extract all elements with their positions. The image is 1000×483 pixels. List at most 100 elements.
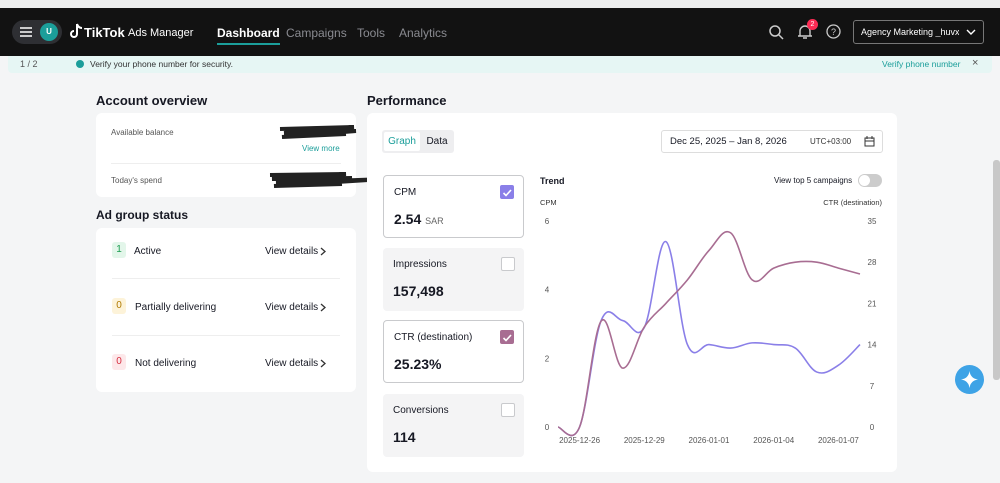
close-icon[interactable]: ×	[972, 57, 979, 69]
metric-unit: SAR	[425, 216, 444, 226]
notification-badge: 2	[807, 19, 818, 30]
metric-number: 2.54	[394, 211, 422, 227]
window-strip	[0, 0, 1000, 8]
product: Ads Manager	[128, 27, 194, 39]
top-bar: U TikTok Ads Manager Dashboard Campaigns…	[0, 8, 1000, 56]
metric-card[interactable]: Impressions 157,498	[383, 248, 524, 311]
assistant-button[interactable]	[955, 365, 984, 394]
notice-bar: 1 / 2 Verify your phone number for secur…	[8, 56, 992, 73]
series-line	[557, 230, 861, 437]
spend-label: Today's spend	[111, 176, 162, 185]
chevron-right	[320, 359, 326, 368]
status-count: 0	[112, 354, 126, 370]
chart-title: Trend	[540, 176, 565, 186]
y-tick-label: 0	[545, 423, 550, 432]
view-details[interactable]: View details	[265, 246, 319, 257]
help-icon[interactable]: ?	[826, 24, 841, 39]
sparkle	[961, 371, 978, 388]
tab[interactable]: Data	[426, 136, 448, 147]
checkbox[interactable]	[500, 330, 514, 344]
search-icon[interactable]	[768, 24, 784, 40]
section-title: Ad group status	[96, 208, 188, 222]
metric-card[interactable]: CPM 2.54 SAR	[383, 175, 524, 238]
nav-item[interactable]: Analytics	[399, 26, 448, 40]
y2-tick-label: 0	[870, 423, 875, 432]
x-tick-label: 2026-01-01	[689, 436, 730, 445]
nav-item[interactable]: Tools	[357, 26, 386, 40]
metric-card[interactable]: CTR (destination) 25.23%	[383, 320, 524, 383]
redaction	[269, 172, 385, 188]
y-tick-label: 2	[545, 354, 550, 363]
y2-tick-label: 28	[868, 258, 877, 267]
bell-icon[interactable]	[797, 24, 813, 40]
notice-action[interactable]: Verify phone number	[882, 59, 961, 69]
account-name: Agency Marketing _huvx7r	[861, 27, 959, 37]
nav-item[interactable]: Campaigns	[286, 26, 347, 40]
metric-name: Conversions	[393, 405, 449, 416]
x-tick-label: 2026-01-07	[818, 436, 859, 445]
account-card: Available balance View more Today's spen…	[96, 113, 385, 197]
brand: TikTok	[84, 25, 125, 40]
y2-tick-label: 21	[868, 299, 877, 308]
chevron-down	[966, 29, 976, 35]
y2-tick-label: 35	[868, 217, 877, 226]
metric-card[interactable]: Conversions 114	[383, 394, 524, 457]
y-tick-label: 6	[545, 217, 550, 226]
divider	[112, 278, 340, 279]
tab[interactable]: Graph	[384, 132, 420, 151]
account-selector[interactable]: Agency Marketing _huvx7r	[853, 20, 984, 44]
info-icon	[76, 60, 84, 68]
x-tick-label: 2026-01-04	[753, 436, 794, 445]
check	[502, 334, 512, 342]
toggle[interactable]	[858, 174, 882, 187]
check	[502, 189, 512, 197]
status-label: Partially delivering	[135, 302, 217, 313]
date-picker[interactable]: Dec 25, 2025 – Jan 8, 2026 UTC+03:00	[661, 130, 883, 153]
view-details[interactable]: View details	[265, 358, 319, 369]
calendar-icon	[864, 136, 875, 147]
checkbox[interactable]	[500, 185, 514, 199]
avatar: U	[40, 23, 58, 41]
x-tick-label: 2025-12-26	[559, 436, 600, 445]
balance-label: Available balance	[111, 128, 174, 137]
y2-tick-label: 14	[868, 341, 877, 350]
metric-number: 114	[393, 429, 416, 445]
status-label: Not delivering	[135, 358, 197, 369]
chevron-right	[320, 247, 326, 256]
y-tick-label: 4	[545, 286, 550, 295]
view-more[interactable]: View more	[302, 144, 340, 153]
notice-pager[interactable]: 1 / 2	[20, 59, 38, 69]
status-count: 1	[112, 242, 126, 258]
timezone: UTC+03:00	[810, 137, 852, 146]
metric-value: 2.54 SAR	[394, 211, 444, 227]
tab-group: Graph Data	[382, 130, 454, 153]
y2-tick-label: 7	[870, 382, 875, 391]
menu-icon	[20, 27, 32, 37]
metric-name: Impressions	[393, 259, 447, 270]
status-card	[96, 228, 356, 392]
nav-item[interactable]: Dashboard	[217, 26, 280, 45]
metric-number: 157,498	[393, 283, 444, 299]
series-line	[557, 240, 861, 437]
section-title: Performance	[367, 93, 447, 108]
checkbox[interactable]	[501, 257, 515, 271]
view-details[interactable]: View details	[265, 302, 319, 313]
menu-button[interactable]: U	[12, 20, 62, 44]
section-title: Account overview	[96, 93, 208, 108]
date-range: Dec 25, 2025 – Jan 8, 2026	[670, 136, 787, 147]
y-axis-label: CPM	[540, 198, 557, 207]
scrollbar[interactable]	[993, 160, 1000, 380]
y2-axis-label: CTR (destination)	[823, 198, 882, 207]
chevron-right	[320, 303, 326, 312]
metric-number: 25.23%	[394, 356, 442, 372]
svg-text:?: ?	[831, 27, 836, 37]
status-label: Active	[134, 246, 162, 257]
toggle-label: View top 5 campaigns	[774, 176, 853, 185]
metric-name: CPM	[394, 187, 417, 198]
notice-message: Verify your phone number for security.	[90, 59, 233, 69]
checkbox[interactable]	[501, 403, 515, 417]
metric-name: CTR (destination)	[394, 332, 473, 343]
